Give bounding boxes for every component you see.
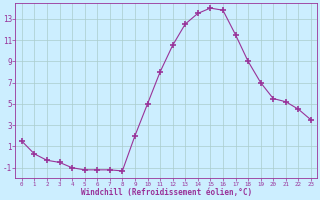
X-axis label: Windchill (Refroidissement éolien,°C): Windchill (Refroidissement éolien,°C): [81, 188, 252, 197]
